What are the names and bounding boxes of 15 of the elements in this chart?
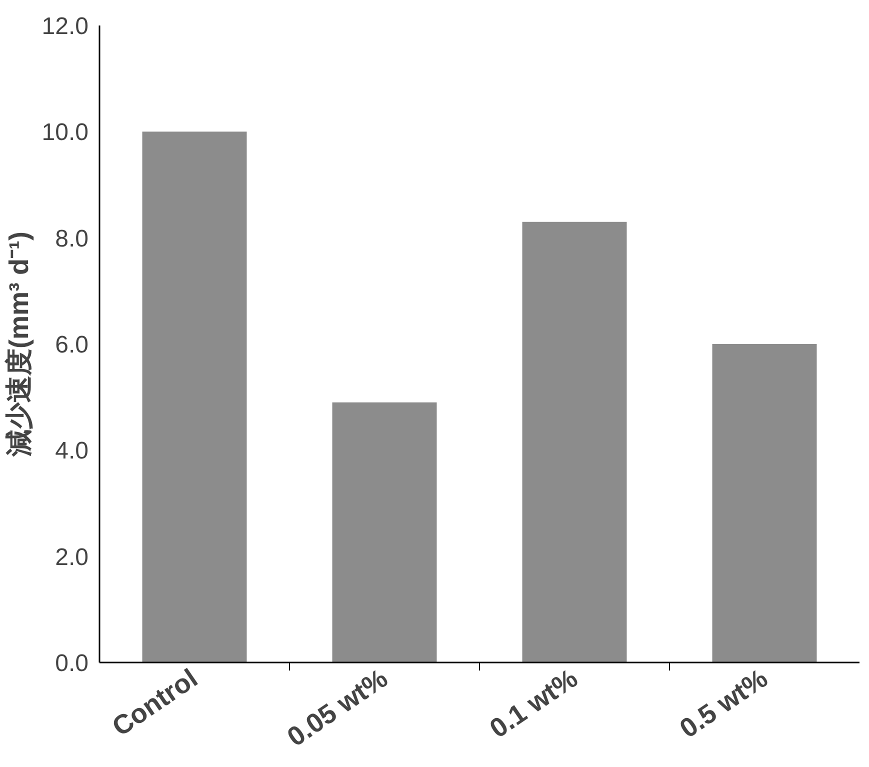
bar	[142, 132, 247, 662]
y-tick-label: 8.0	[55, 225, 89, 252]
y-tick-label: 6.0	[55, 332, 89, 358]
bar	[332, 402, 437, 662]
bar	[522, 222, 627, 662]
y-axis-title: 減少速度(mm³ d⁻¹)	[4, 232, 34, 458]
x-tick-label: 0.5 wt%	[674, 663, 773, 744]
bar	[712, 344, 817, 662]
y-tick-label: 12.0	[42, 13, 89, 40]
y-tick-label: 10.0	[42, 119, 89, 146]
y-tick-label: 4.0	[55, 438, 89, 465]
y-tick-label: 2.0	[55, 544, 89, 571]
x-tick-label: 0.05 wt%	[282, 663, 393, 752]
y-tick-label: 0.0	[55, 650, 89, 677]
x-tick-label: 0.1 wt%	[484, 663, 583, 744]
